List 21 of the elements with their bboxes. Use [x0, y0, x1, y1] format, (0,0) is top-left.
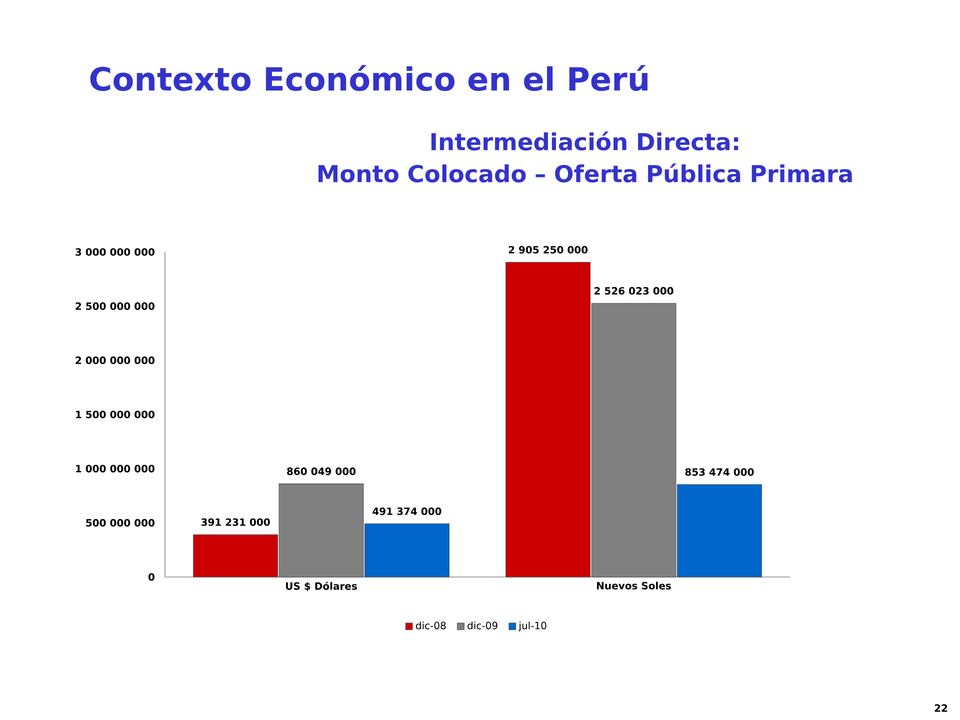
chart-subtitle: Intermediación Directa: Monto Colocado – Oferta Pública Primara [318, 131, 852, 182]
legend-label: jul-10 [518, 622, 546, 632]
data-label: 2 905 250 000 [508, 246, 588, 254]
y-tick-label: 500 000 000 [86, 519, 154, 527]
legend-label: dic-09 [468, 622, 498, 630]
data-label: 491 374 000 [372, 507, 442, 516]
data-label: 391 231 000 [201, 518, 270, 526]
y-tick-label: 2 000 000 000 [76, 356, 154, 364]
data-label: 853 474 000 [685, 468, 754, 476]
x-tick-label: US $ Dólares [286, 582, 357, 592]
y-tick-label: 3 000 000 000 [76, 248, 154, 256]
data-label: 2 526 023 000 [594, 287, 674, 295]
text: 22 [934, 704, 948, 712]
y-tick-label: 1 500 000 000 [76, 410, 154, 418]
legend-label: dic-08 [416, 622, 446, 630]
y-tick-label: 0 [148, 573, 154, 581]
chart-title: Contexto Económico en el Perú [90, 64, 648, 92]
y-tick-label: 1 000 000 000 [76, 464, 154, 472]
y-tick-label: 2 500 000 000 [76, 302, 154, 310]
x-tick-label: Nuevos Soles [597, 582, 671, 590]
data-label: 860 049 000 [287, 468, 356, 476]
